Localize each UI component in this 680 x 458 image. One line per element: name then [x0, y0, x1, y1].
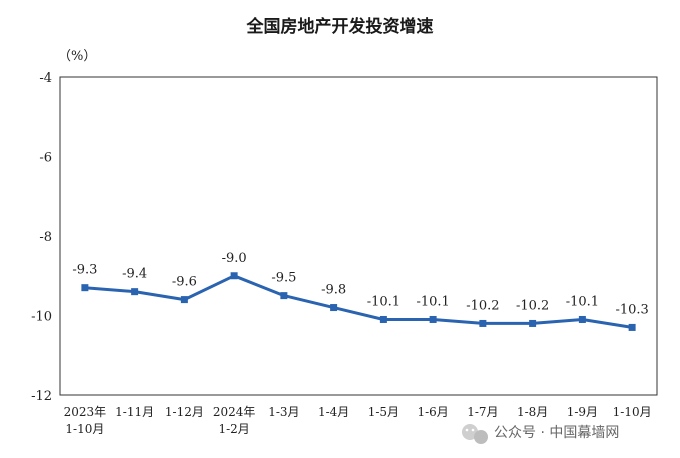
data-point — [230, 272, 238, 280]
data-label: -9.0 — [222, 251, 247, 266]
data-label: -9.3 — [72, 263, 97, 278]
x-tick-label: 2023年 — [64, 405, 107, 419]
x-tick-label: 1-4月 — [318, 405, 349, 419]
x-tick-label: 1-12月 — [165, 405, 204, 419]
x-axis: 2023年 1-10月 1-11月 1-12月 2024年 1-2月 1-3月 1-4月 1-5… — [64, 405, 652, 436]
data-point — [628, 323, 636, 331]
data-label: -10.2 — [516, 298, 549, 313]
x-tick-label: 1-7月 — [467, 405, 498, 419]
watermark-text: 公众号 · 中国幕墙网 — [494, 425, 619, 441]
y-tick-label: -12 — [31, 389, 52, 404]
data-label: -9.4 — [122, 267, 147, 282]
data-point — [578, 315, 586, 323]
y-tick-label: -6 — [39, 151, 52, 166]
y-axis: -4 -6 -8 -10 -12 — [31, 71, 52, 404]
data-point — [180, 296, 188, 304]
data-label: -10.2 — [466, 298, 499, 313]
data-label: -10.1 — [367, 294, 400, 309]
x-tick-label: 1-10月 — [613, 405, 652, 419]
data-label: -10.1 — [416, 294, 449, 309]
x-tick-label: 1-11月 — [115, 405, 154, 419]
x-tick-label: 1-6月 — [417, 405, 448, 419]
chart-title: 全国房地产开发投资增速 — [246, 16, 434, 37]
x-tick-label: 1-10月 — [65, 422, 104, 436]
data-point — [81, 284, 89, 292]
x-tick-label: 2024年 — [213, 405, 256, 419]
data-label: -10.1 — [566, 294, 599, 309]
data-point — [131, 288, 139, 296]
series-line — [84, 274, 633, 329]
y-axis-unit: （%） — [58, 49, 96, 64]
data-point — [529, 319, 537, 327]
x-tick-label: 1-5月 — [368, 405, 399, 419]
y-tick-label: -10 — [31, 310, 52, 325]
plot-area-frame — [59, 76, 658, 396]
x-tick-label: 1-8月 — [517, 405, 548, 419]
data-point — [379, 315, 387, 323]
data-point — [429, 315, 437, 323]
data-label: -9.8 — [321, 283, 346, 298]
x-tick-label: 1-2月 — [218, 422, 249, 436]
data-point — [280, 292, 288, 300]
y-tick-label: -4 — [39, 71, 52, 86]
data-point — [479, 319, 487, 327]
wechat-icon — [462, 424, 488, 444]
data-label: -10.3 — [615, 302, 648, 317]
data-point — [330, 304, 338, 312]
x-tick-label: 1-3月 — [268, 405, 299, 419]
watermark: 公众号 · 中国幕墙网 — [462, 424, 619, 444]
data-labels: -9.3 -9.4 -9.6 -9.0 -9.5 -9.8 -10.1 -10.1 -10.2 -… — [72, 251, 648, 318]
data-markers — [81, 272, 636, 331]
x-tick-label: 1-9月 — [567, 405, 598, 419]
data-label: -9.6 — [172, 275, 197, 290]
data-label: -9.5 — [271, 271, 296, 286]
y-tick-label: -8 — [39, 230, 52, 245]
